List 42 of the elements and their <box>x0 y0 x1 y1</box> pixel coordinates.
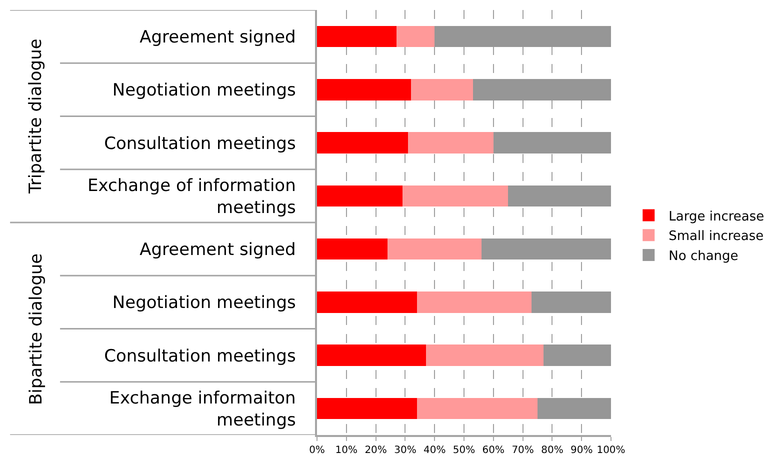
bar <box>426 344 544 366</box>
x-tick-label: 100% <box>596 444 626 456</box>
legend-label: Small increase <box>668 229 764 244</box>
x-tick-label: 70% <box>512 444 534 456</box>
bar <box>396 26 435 48</box>
bar <box>416 292 532 313</box>
y-tick-label: Agreement signed <box>140 28 296 48</box>
bar <box>388 238 482 260</box>
bar <box>408 132 494 154</box>
y-tick-label: Exchange of information meetings <box>87 176 296 218</box>
text: Tripartite dialogue <box>26 38 46 194</box>
x-tick-label: 40% <box>423 444 446 456</box>
y-tick-label: Exchange informaiton meetings <box>109 388 296 430</box>
y-tick-label: Negotiation meetings <box>112 293 296 314</box>
bar <box>482 238 611 260</box>
bar <box>317 79 412 100</box>
legend-label: No change <box>668 249 738 264</box>
x-tick-label: 30% <box>394 444 416 456</box>
x-tick-label: 90% <box>570 444 593 456</box>
bar <box>317 292 417 313</box>
x-tick-label: 80% <box>541 444 564 456</box>
bar <box>416 398 538 420</box>
text: Bipartite dialogue <box>26 253 46 405</box>
bar <box>532 292 611 313</box>
x-tick-label: 50% <box>452 444 476 456</box>
bar <box>317 238 388 260</box>
bar <box>317 185 402 207</box>
bar <box>317 26 396 48</box>
y-tick-label: Negotiation meetings <box>112 80 296 101</box>
y-tick-label: Consultation meetings <box>104 346 296 366</box>
x-tick-label: 0% <box>309 444 325 456</box>
bar <box>317 398 417 420</box>
bar <box>317 344 426 366</box>
bar <box>402 185 508 207</box>
legend-label: Large increase <box>668 209 764 224</box>
y-tick-label: Consultation meetings <box>104 134 296 154</box>
x-tick-label: 10% <box>335 444 358 456</box>
bar <box>411 79 473 100</box>
y-tick-label: Agreement signed <box>140 240 296 260</box>
bar <box>317 132 408 154</box>
x-tick-label: 60% <box>482 444 505 456</box>
x-tick-label: 20% <box>364 444 387 456</box>
